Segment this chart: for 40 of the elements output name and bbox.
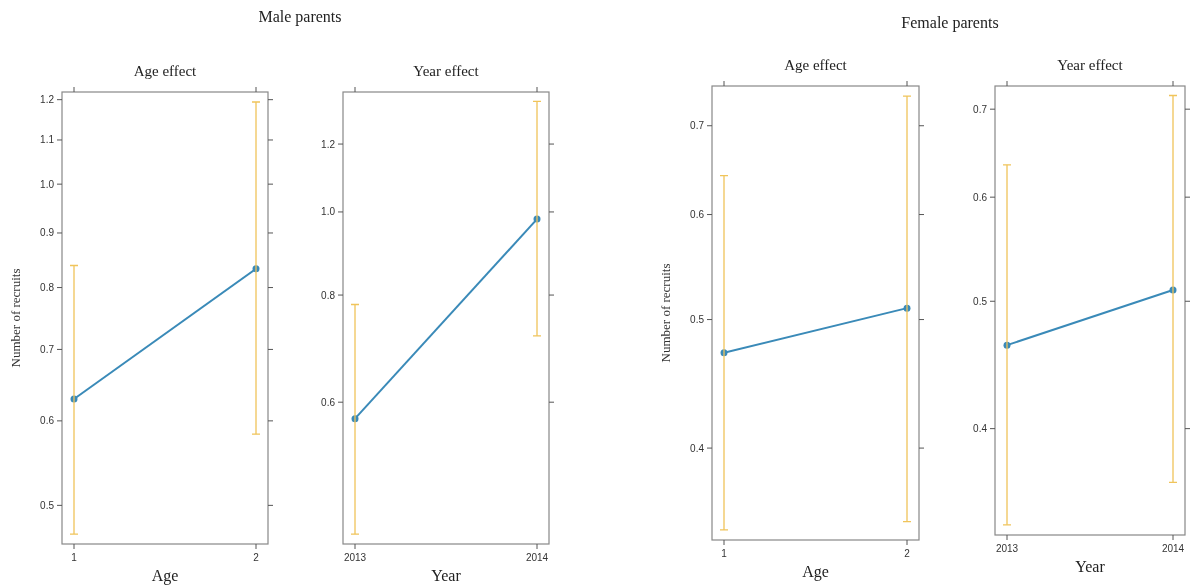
chart-title: Age effect xyxy=(784,57,848,73)
y-tick-label: 0.6 xyxy=(690,209,705,221)
x-tick-label: 2 xyxy=(904,548,911,559)
y-tick-label: 1.1 xyxy=(40,134,55,146)
chart-title: Year effect xyxy=(413,63,480,79)
y-tick-label: 1.0 xyxy=(321,206,336,218)
y-tick-label: 0.7 xyxy=(973,103,988,115)
y-tick-label: 0.8 xyxy=(40,282,55,294)
y-tick-label: 0.7 xyxy=(40,343,55,355)
text: Male parents xyxy=(258,8,342,26)
x-tick-label: 2014 xyxy=(1161,543,1185,554)
x-axis-title: Year xyxy=(431,567,462,584)
y-tick-label: 0.6 xyxy=(321,396,336,408)
y-tick-label: 0.4 xyxy=(690,442,705,454)
x-tick-label: 2014 xyxy=(525,552,549,563)
y-tick-label: 0.5 xyxy=(40,499,55,511)
x-tick-label: 2013 xyxy=(343,552,367,563)
x-tick-label: 2013 xyxy=(995,543,1019,554)
y-tick-label: 0.5 xyxy=(690,314,705,326)
y-tick-label: 1.0 xyxy=(40,178,55,190)
x-axis-title: Year xyxy=(1075,558,1106,575)
x-axis-title: Age xyxy=(151,567,179,585)
x-tick-label: 1 xyxy=(721,548,728,559)
chart-title: Year effect xyxy=(1057,57,1124,73)
y-tick-label: 0.9 xyxy=(40,227,55,239)
y-axis-title: Number of recruits xyxy=(658,263,673,363)
y-tick-label: 0.8 xyxy=(321,289,336,301)
chart-title: Age effect xyxy=(133,63,198,79)
y-tick-label: 1.2 xyxy=(321,138,336,150)
y-tick-label: 0.5 xyxy=(973,295,988,307)
y-tick-label: 0.7 xyxy=(690,120,705,132)
text: Female parents xyxy=(901,14,999,32)
y-axis-title: Number of recruits xyxy=(8,268,23,368)
x-tick-label: 1 xyxy=(71,552,78,563)
y-tick-label: 1.2 xyxy=(40,94,55,106)
y-tick-label: 0.6 xyxy=(973,191,988,203)
x-tick-label: 2 xyxy=(253,552,260,563)
x-axis-title: Age xyxy=(802,563,829,581)
y-tick-label: 0.6 xyxy=(40,415,55,427)
y-tick-label: 0.4 xyxy=(973,423,988,435)
